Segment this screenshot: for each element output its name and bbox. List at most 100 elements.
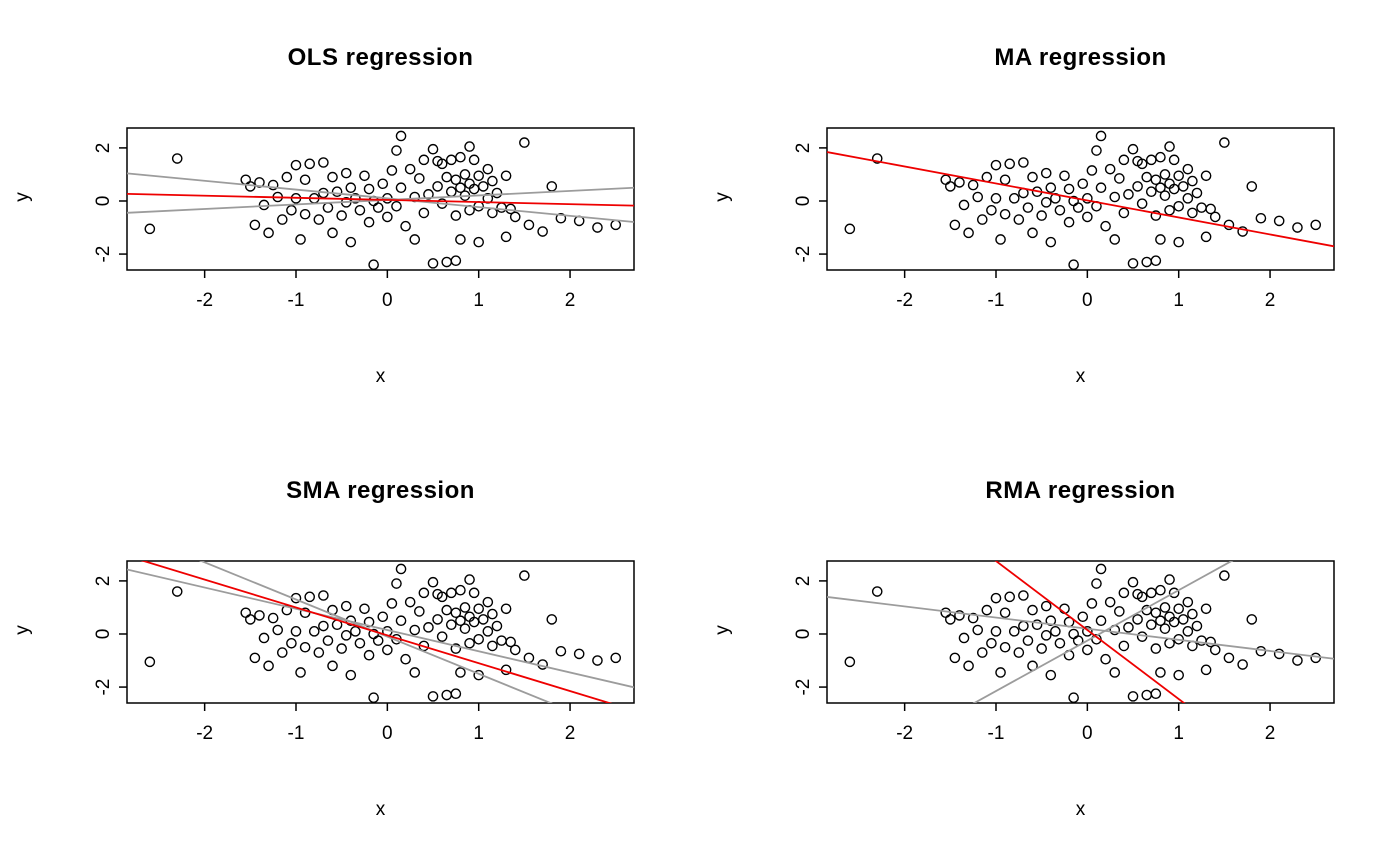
data-point bbox=[509, 211, 521, 223]
y-axis-label: y bbox=[711, 625, 733, 635]
data-point bbox=[1050, 626, 1061, 637]
data-point bbox=[1173, 603, 1185, 615]
data-point bbox=[318, 590, 329, 601]
x-tick-label: 0 bbox=[1082, 290, 1093, 311]
data-point bbox=[610, 219, 622, 231]
data-point bbox=[249, 652, 261, 664]
data-point bbox=[546, 614, 558, 625]
data-point bbox=[1219, 570, 1230, 581]
data-point bbox=[345, 669, 357, 681]
data-point bbox=[487, 640, 498, 652]
data-point bbox=[509, 644, 521, 656]
data-point bbox=[1310, 219, 1322, 231]
data-point bbox=[1045, 182, 1057, 194]
data-point bbox=[464, 637, 475, 649]
data-point bbox=[573, 648, 585, 660]
regression-fit-line bbox=[827, 151, 1334, 248]
data-point bbox=[990, 592, 1002, 604]
data-point bbox=[482, 596, 494, 608]
data-point bbox=[418, 154, 430, 166]
data-point bbox=[1200, 170, 1212, 182]
data-point bbox=[1145, 154, 1157, 166]
data-point bbox=[423, 622, 434, 633]
data-point bbox=[1173, 170, 1185, 182]
data-point bbox=[464, 141, 475, 152]
data-point bbox=[1063, 216, 1075, 228]
data-point bbox=[368, 259, 379, 270]
data-point bbox=[473, 170, 485, 182]
data-point bbox=[445, 154, 457, 166]
data-point bbox=[427, 576, 439, 588]
x-tick-label: -1 bbox=[288, 290, 305, 311]
scatter-plot-sma: -2 -1 0 1 2 -2 0 2 bbox=[93, 560, 635, 744]
data-point bbox=[1022, 635, 1034, 646]
data-point bbox=[482, 626, 494, 637]
data-point bbox=[240, 174, 252, 186]
data-point bbox=[1205, 636, 1216, 648]
data-point bbox=[1145, 587, 1157, 599]
data-point bbox=[1200, 664, 1212, 676]
data-point bbox=[1104, 596, 1116, 608]
data-point bbox=[354, 204, 366, 216]
data-point bbox=[1054, 204, 1066, 216]
y-axis-label: y bbox=[11, 625, 33, 635]
data-point bbox=[1018, 620, 1029, 632]
data-point bbox=[267, 179, 279, 191]
data-point bbox=[400, 220, 411, 232]
data-point bbox=[1031, 619, 1043, 631]
confidence-limit-line bbox=[972, 561, 1234, 703]
data-point bbox=[990, 193, 1002, 204]
data-point bbox=[1136, 591, 1148, 603]
data-point bbox=[340, 600, 352, 612]
data-point bbox=[1004, 591, 1016, 603]
data-point bbox=[1118, 207, 1130, 219]
data-point bbox=[1273, 215, 1285, 227]
plot-box bbox=[126, 560, 635, 704]
data-point bbox=[1118, 640, 1130, 652]
panel-title-ols: OLS regression bbox=[287, 44, 474, 71]
data-point bbox=[368, 692, 379, 703]
x-tick-label: 1 bbox=[473, 290, 484, 311]
data-point bbox=[1155, 615, 1166, 627]
data-point bbox=[1246, 614, 1258, 625]
data-point bbox=[450, 255, 462, 267]
data-point bbox=[286, 204, 297, 216]
scatter-plot-ols: -2 -1 0 1 2 -2 0 2 bbox=[93, 127, 635, 311]
panel-title-rma: RMA regression bbox=[985, 477, 1176, 504]
y-tick-label: -2 bbox=[93, 246, 114, 263]
data-point bbox=[345, 182, 357, 194]
data-point bbox=[1223, 219, 1235, 231]
data-point bbox=[272, 624, 284, 636]
data-point bbox=[1191, 187, 1203, 199]
data-point bbox=[1132, 181, 1143, 192]
data-point bbox=[1027, 604, 1038, 616]
data-point bbox=[1196, 202, 1207, 213]
data-point bbox=[871, 586, 883, 597]
data-point bbox=[363, 183, 375, 195]
data-point bbox=[1040, 167, 1052, 179]
data-point bbox=[496, 635, 507, 646]
data-point bbox=[267, 612, 279, 624]
data-point bbox=[1095, 615, 1107, 627]
data-point bbox=[254, 177, 265, 188]
confidence-limit-line bbox=[198, 561, 553, 703]
data-point bbox=[487, 207, 498, 219]
data-point bbox=[450, 174, 462, 186]
data-point bbox=[295, 667, 306, 678]
data-point bbox=[327, 171, 338, 183]
data-point bbox=[263, 660, 274, 672]
data-point bbox=[1109, 234, 1121, 245]
data-point bbox=[313, 214, 325, 225]
data-point bbox=[441, 604, 453, 616]
y-tick-label: 2 bbox=[793, 576, 814, 587]
data-point bbox=[473, 633, 485, 645]
data-point bbox=[473, 236, 485, 248]
y-tick-label: -2 bbox=[93, 679, 114, 696]
data-point bbox=[1045, 615, 1057, 627]
data-point bbox=[1100, 220, 1111, 232]
data-point bbox=[1255, 645, 1267, 657]
data-point bbox=[958, 632, 970, 644]
data-point bbox=[519, 570, 530, 581]
data-point bbox=[491, 187, 503, 199]
data-point bbox=[1095, 130, 1107, 142]
